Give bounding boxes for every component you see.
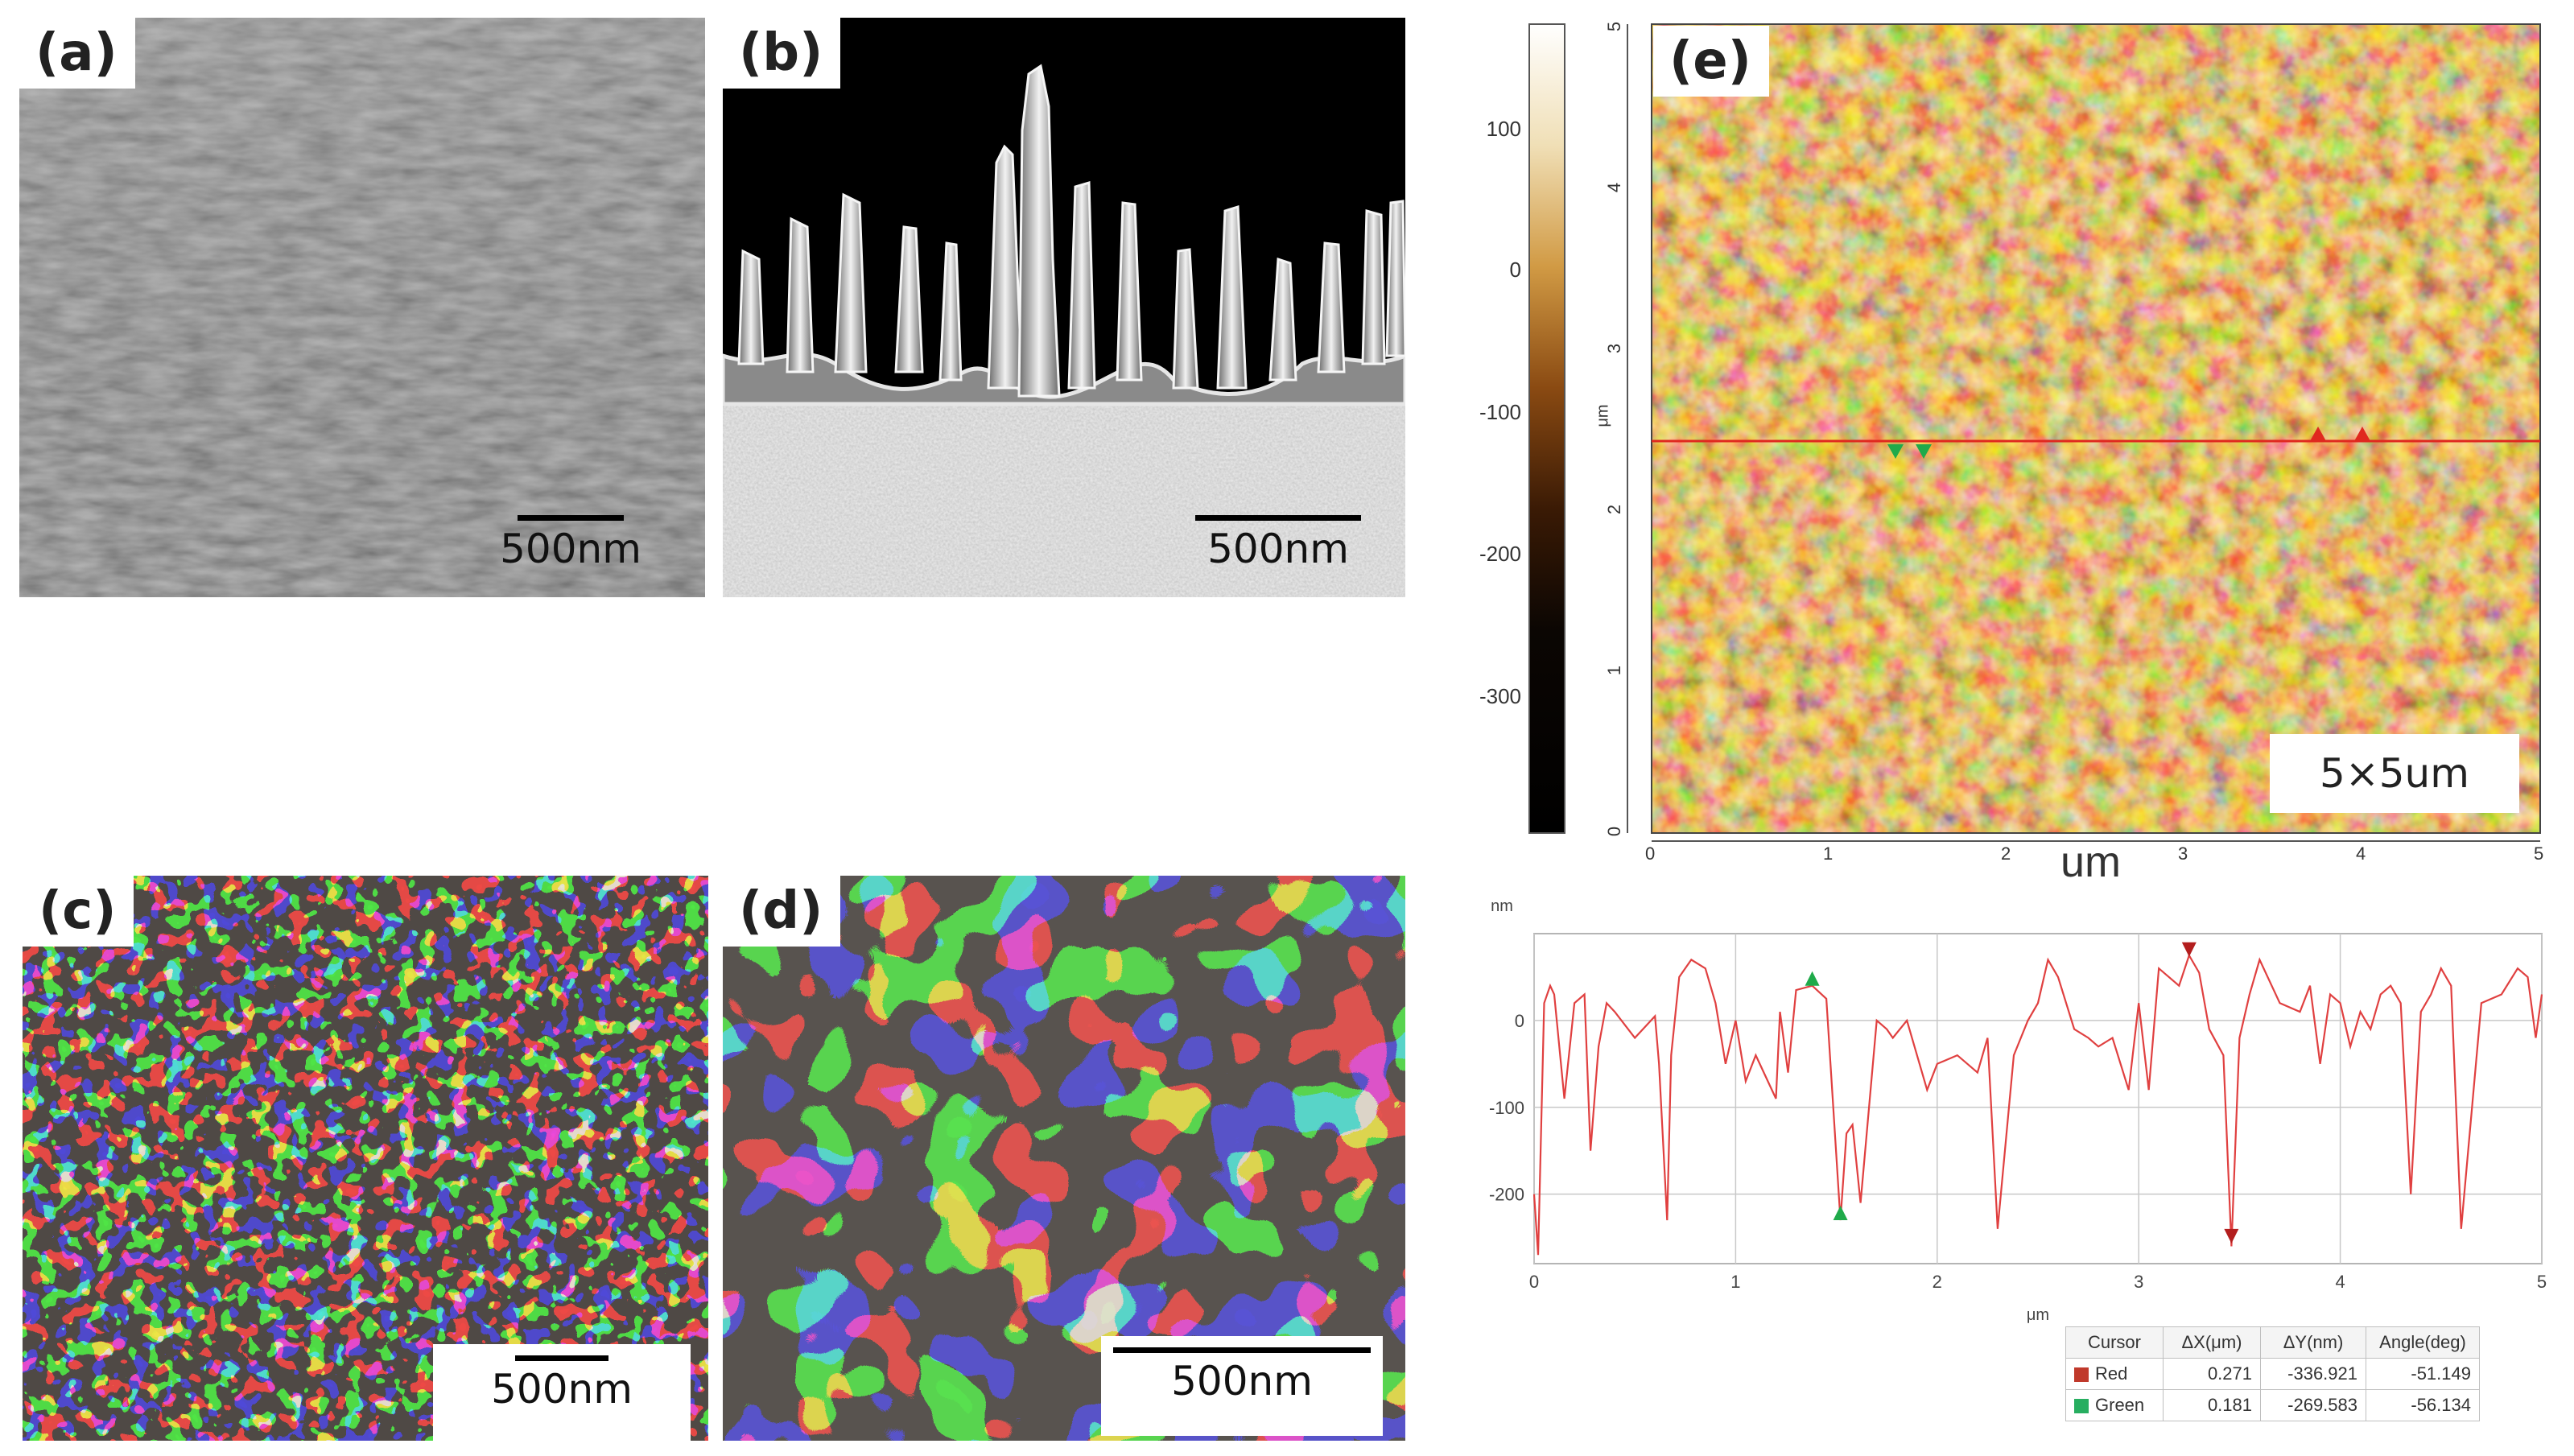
afm-y-axis-label: μm xyxy=(1594,404,1612,427)
cursor-table-header: Cursor ΔX(μm) ΔY(nm) Angle(deg) xyxy=(2065,1326,2480,1359)
green-marker-1 xyxy=(1887,444,1904,459)
sem-panel-b: (b) 500nm xyxy=(723,18,1405,597)
afm-y-tick-2: 2 xyxy=(1604,504,1625,515)
afm-x-tick-3: 3 xyxy=(2178,843,2188,864)
panel-label-b: (b) xyxy=(723,18,841,89)
afm-x-tick-2: 2 xyxy=(2001,843,2011,864)
sem-panel-c: (c) 500nm xyxy=(23,876,708,1441)
x-tick-label: 5 xyxy=(2537,1272,2547,1292)
cursor-dy-green: -269.583 xyxy=(2260,1389,2366,1421)
x-tick-label: 1 xyxy=(1730,1272,1740,1292)
green-swatch xyxy=(2074,1399,2089,1414)
scale-bar-a: 500nm xyxy=(466,515,675,572)
red-swatch xyxy=(2074,1367,2089,1383)
afm-axes xyxy=(1528,23,2541,842)
angle-col-header: Angle(deg) xyxy=(2366,1326,2480,1359)
y-axis-label: nm xyxy=(1491,897,1513,915)
sem-panel-d: (d) 500nm xyxy=(723,876,1405,1441)
dy-col-header: ΔY(nm) xyxy=(2260,1326,2366,1359)
cursor-col-header: Cursor xyxy=(2065,1326,2164,1359)
colorbar-tick-0: 0 xyxy=(1509,258,1521,282)
x-tick-label: 2 xyxy=(1933,1272,1942,1292)
cursor-dy-red: -336.921 xyxy=(2260,1358,2366,1390)
afm-y-tick-3: 3 xyxy=(1604,343,1625,354)
cursor-name-green: Green xyxy=(2095,1395,2145,1415)
panel-label-c: (c) xyxy=(23,876,134,947)
cursor-table: Cursor ΔX(μm) ΔY(nm) Angle(deg) Red 0.27… xyxy=(2065,1326,2480,1421)
afm-size-label: 5×5um xyxy=(2270,734,2519,813)
scale-bar-label-b: 500nm xyxy=(1207,526,1349,572)
green-cursor-marker-1 xyxy=(1805,971,1820,986)
scale-bar-label-a: 500nm xyxy=(500,526,641,572)
afm-figure: 100 0 -100 -200 -300 μm 5 4 3 2 1 0 0 1 … xyxy=(1449,0,2574,886)
height-profile-chart: 0 1 2 3 4 5 0 -100 -200 nm μm xyxy=(1489,897,2547,1324)
cursor-angle-green: -56.134 xyxy=(2366,1389,2480,1421)
colorbar-tick-neg300: -300 xyxy=(1479,684,1521,708)
cursor-row-red: Red 0.271 -336.921 -51.149 xyxy=(2065,1358,2480,1390)
y-tick-label: 0 xyxy=(1515,1011,1524,1031)
panel-label-a: (a) xyxy=(19,18,135,89)
sem-panel-a: (a) 500nm xyxy=(19,18,705,597)
scale-bar-d: 500nm xyxy=(1101,1336,1383,1436)
panel-label-d: (d) xyxy=(723,876,841,947)
y-tick-label: -200 xyxy=(1489,1185,1524,1205)
afm-y-tick-0: 0 xyxy=(1604,826,1625,837)
cursor-name-red: Red xyxy=(2095,1363,2128,1384)
afm-x-tick-5: 5 xyxy=(2534,843,2544,864)
dx-col-header: ΔX(μm) xyxy=(2163,1326,2261,1359)
cursor-dx-red: 0.271 xyxy=(2163,1358,2261,1390)
red-marker-1 xyxy=(2310,427,2326,441)
colorbar xyxy=(1528,23,1565,834)
colorbar-tick-neg100: -100 xyxy=(1479,400,1521,424)
afm-x-axis-label: um xyxy=(2060,838,2122,886)
plot-area xyxy=(1533,933,2543,1264)
x-tick-label: 3 xyxy=(2134,1272,2143,1292)
scale-bar-label-c: 500nm xyxy=(491,1366,633,1413)
green-marker-2 xyxy=(1916,444,1932,459)
afm-x-tick-0: 0 xyxy=(1645,843,1656,864)
afm-x-tick-4: 4 xyxy=(2356,843,2366,864)
colorbar-tick-100: 100 xyxy=(1486,117,1521,141)
afm-y-tick-5: 5 xyxy=(1604,21,1625,32)
cursor-row-green: Green 0.181 -269.583 -56.134 xyxy=(2065,1389,2480,1421)
colorbar-tick-neg200: -200 xyxy=(1479,542,1521,566)
afm-x-tick-1: 1 xyxy=(1823,843,1834,864)
scale-bar-b: 500nm xyxy=(1169,515,1387,572)
scale-bar-c: 500nm xyxy=(433,1344,691,1441)
cursor-angle-red: -51.149 xyxy=(2366,1358,2480,1390)
x-axis-label: μm xyxy=(2027,1306,2049,1324)
green-cursor-marker-2 xyxy=(1833,1206,1848,1221)
cursor-dx-green: 0.181 xyxy=(2163,1389,2261,1421)
x-tick-label: 0 xyxy=(1529,1272,1539,1292)
panel-label-e: (e) xyxy=(1653,26,1769,97)
y-tick-label: -100 xyxy=(1489,1098,1524,1118)
profile-series-line xyxy=(1532,953,2543,1256)
red-cursor-marker-2 xyxy=(2224,1228,2239,1244)
afm-y-tick-1: 1 xyxy=(1604,665,1625,676)
afm-y-tick-4: 4 xyxy=(1604,182,1625,193)
red-marker-2 xyxy=(2354,427,2370,441)
x-tick-label: 4 xyxy=(2335,1272,2345,1292)
red-cursor-marker-1 xyxy=(2181,942,2197,957)
scale-bar-label-d: 500nm xyxy=(1171,1358,1313,1404)
